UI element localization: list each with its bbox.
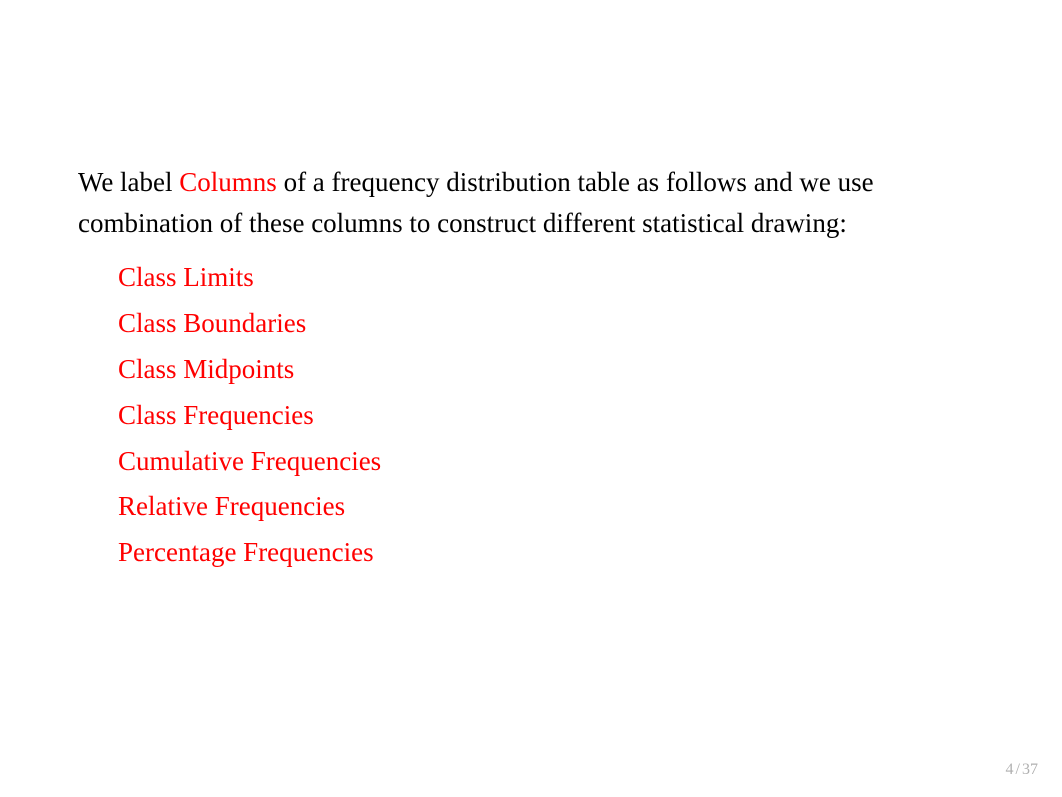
intro-paragraph: We label Columns of a frequency distribu… <box>78 162 984 243</box>
list-item: Percentage Frequencies <box>118 530 984 576</box>
list-item: Class Limits <box>118 255 984 301</box>
page-separator: / <box>1016 761 1020 778</box>
page-number: 4/37 <box>1006 761 1038 779</box>
page-current: 4 <box>1006 761 1014 778</box>
list-item: Class Boundaries <box>118 301 984 347</box>
list-item: Cumulative Frequencies <box>118 439 984 485</box>
intro-prefix: We label <box>78 167 179 197</box>
list-item: Class Frequencies <box>118 393 984 439</box>
page-total: 37 <box>1022 761 1038 778</box>
list-item: Relative Frequencies <box>118 484 984 530</box>
column-list: Class Limits Class Boundaries Class Midp… <box>118 255 984 576</box>
intro-highlighted: Columns <box>179 167 277 197</box>
slide-content: We label Columns of a frequency distribu… <box>78 162 984 576</box>
list-item: Class Midpoints <box>118 347 984 393</box>
